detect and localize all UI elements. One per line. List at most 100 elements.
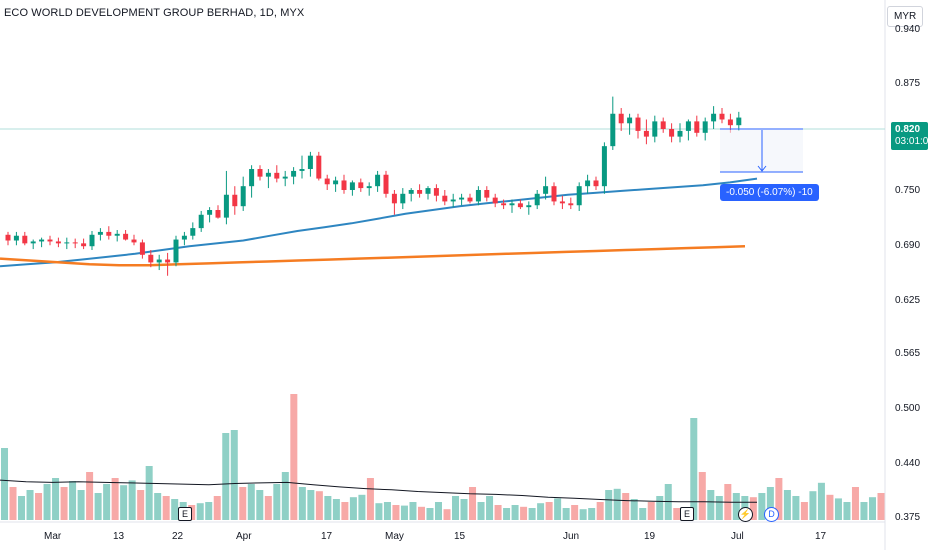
candle-body bbox=[459, 197, 465, 200]
candle-body bbox=[576, 186, 582, 206]
candle-body bbox=[543, 186, 549, 194]
candle-body bbox=[257, 169, 263, 177]
price-axis-label: 0.690 bbox=[895, 240, 921, 251]
candle-body bbox=[433, 188, 439, 196]
price-axis-label: 0.440 bbox=[895, 458, 921, 469]
volume-bar bbox=[800, 502, 808, 520]
volume-bar bbox=[707, 490, 715, 520]
volume-bar bbox=[154, 493, 162, 520]
volume-bar bbox=[366, 478, 374, 520]
volume-layer bbox=[1, 394, 885, 520]
candle-body bbox=[207, 210, 213, 215]
measure-tool[interactable] bbox=[720, 128, 803, 173]
moving-average-layer bbox=[0, 177, 758, 503]
candle-body bbox=[181, 235, 187, 240]
candle-body bbox=[727, 119, 733, 126]
candlestick-layer bbox=[5, 96, 742, 276]
volume-bar bbox=[298, 487, 306, 520]
volume-bar bbox=[460, 499, 468, 520]
candle-body bbox=[685, 121, 691, 131]
candle-body bbox=[677, 130, 683, 137]
last-price-value: 0.820 bbox=[895, 124, 921, 135]
candle-body bbox=[417, 189, 423, 194]
volume-bar bbox=[588, 508, 596, 520]
candle-body bbox=[610, 113, 616, 147]
volume-bar bbox=[630, 499, 638, 520]
candle-body bbox=[89, 234, 95, 247]
candle-body bbox=[442, 195, 448, 202]
candle-body bbox=[165, 259, 171, 263]
candle-body bbox=[391, 193, 397, 204]
candle-body bbox=[123, 233, 129, 240]
volume-bar bbox=[537, 503, 545, 520]
candle-body bbox=[223, 194, 229, 218]
volume-bar bbox=[673, 508, 681, 520]
candle-body bbox=[627, 117, 633, 124]
volume-bar bbox=[35, 493, 43, 520]
earnings-icon[interactable]: E bbox=[680, 507, 694, 521]
candle-body bbox=[299, 169, 305, 171]
volume-bar bbox=[783, 490, 791, 520]
volume-bar bbox=[26, 490, 34, 520]
volume-bar bbox=[239, 487, 247, 520]
candle-body bbox=[593, 180, 599, 187]
candle-body bbox=[400, 193, 406, 204]
volume-bar bbox=[332, 499, 340, 520]
candle-body bbox=[702, 121, 708, 133]
candle-body bbox=[349, 182, 355, 190]
volume-bar bbox=[622, 493, 630, 520]
candle-body bbox=[484, 189, 490, 198]
price-axis-label: 0.940 bbox=[895, 24, 921, 35]
volume-bar bbox=[698, 472, 706, 520]
price-axis-label: 0.565 bbox=[895, 348, 921, 359]
candle-body bbox=[341, 180, 347, 190]
volume-bar bbox=[69, 481, 77, 520]
currency-selector[interactable]: MYR bbox=[887, 6, 924, 27]
volume-bar bbox=[281, 472, 289, 520]
measure-label: -0.050 (-6.07%) -10 bbox=[720, 184, 819, 201]
volume-bar bbox=[494, 505, 502, 520]
volume-bar bbox=[324, 496, 332, 520]
candle-body bbox=[509, 203, 515, 206]
time-axis-label: 19 bbox=[644, 531, 656, 542]
volume-bar bbox=[758, 493, 766, 520]
volume-bar bbox=[222, 433, 230, 520]
volume-bar bbox=[417, 506, 425, 520]
candle-body bbox=[215, 210, 221, 218]
candle-body bbox=[467, 197, 473, 202]
volume-bar bbox=[554, 498, 562, 520]
volume-bar bbox=[775, 478, 783, 520]
candle-body bbox=[643, 130, 649, 137]
volume-bar bbox=[18, 496, 26, 520]
volume-bar bbox=[111, 478, 119, 520]
candle-body bbox=[81, 243, 87, 247]
time-axis-label: 17 bbox=[321, 531, 333, 542]
volume-bar bbox=[392, 505, 400, 520]
volume-bar bbox=[511, 505, 519, 520]
candle-body bbox=[551, 186, 557, 202]
candle-body bbox=[55, 241, 61, 244]
symbol-title[interactable]: ECO WORLD DEVELOPMENT GROUP BERHAD, 1D, … bbox=[4, 7, 305, 19]
time-axis-label: 17 bbox=[815, 531, 827, 542]
lightning-icon[interactable]: ⚡ bbox=[738, 507, 753, 522]
candle-body bbox=[240, 186, 246, 207]
time-axis-label: May bbox=[385, 531, 404, 542]
price-axis-label: 0.625 bbox=[895, 295, 921, 306]
candle-body bbox=[173, 239, 179, 263]
candle-body bbox=[383, 174, 389, 194]
volume-bar bbox=[137, 490, 145, 520]
candle-body bbox=[652, 121, 658, 137]
candle-body bbox=[131, 239, 137, 243]
dividend-icon[interactable]: D bbox=[764, 507, 779, 522]
volume-ma-line bbox=[0, 479, 757, 503]
volume-bar bbox=[43, 484, 51, 520]
earnings-icon[interactable]: E bbox=[178, 507, 192, 521]
volume-bar bbox=[843, 502, 851, 520]
volume-bar bbox=[792, 496, 800, 520]
candle-body bbox=[694, 121, 700, 133]
candle-body bbox=[366, 186, 372, 189]
volume-bar bbox=[545, 502, 553, 520]
candle-body bbox=[22, 235, 28, 244]
candle-body bbox=[198, 214, 204, 229]
